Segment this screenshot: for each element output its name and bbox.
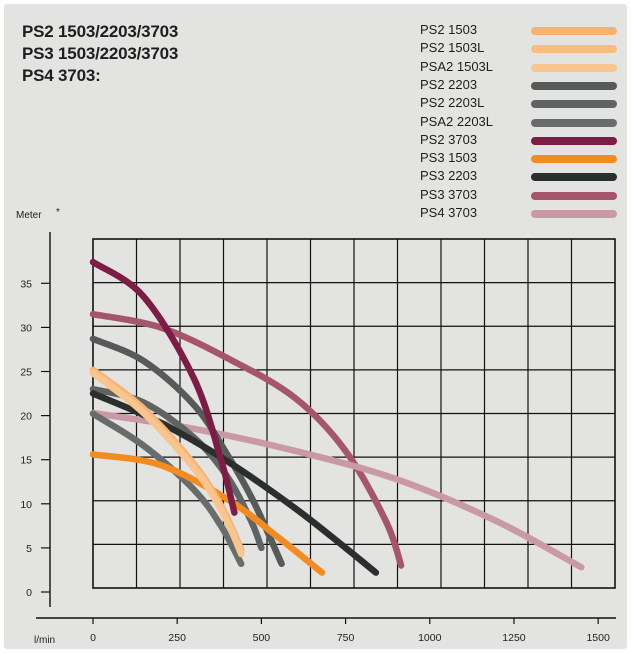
- x-tick-label: 1500: [586, 632, 610, 644]
- series-curve-ps3-3703: [89, 310, 405, 569]
- series-curve-psa2-1503l: [89, 370, 245, 558]
- chart-grid: [92, 238, 616, 589]
- legend-label: PS2 1503L: [420, 40, 485, 56]
- legend-label: PS2 3703: [420, 131, 478, 147]
- x-tick-label: 0: [90, 632, 96, 644]
- chart-ticks: 0 5 10 15 20 25 30 35 0 250 500 750 1000 1250 1500: [20, 278, 610, 644]
- chart-curves: [89, 258, 585, 576]
- legend-label: PS2 1503: [420, 22, 478, 37]
- y-tick-label: 25: [20, 367, 32, 379]
- legend-swatch: [531, 27, 617, 35]
- y-axis-label-mark: *: [56, 207, 60, 218]
- x-tick-label: 750: [337, 632, 355, 644]
- y-axis-label: Meter: [16, 210, 42, 221]
- legend-swatch: [531, 191, 617, 200]
- y-tick-label: 20: [20, 411, 32, 423]
- legend-label: PSA2 1503L: [420, 58, 494, 74]
- legend-swatch: [531, 81, 617, 90]
- y-tick-label: 35: [20, 278, 32, 290]
- y-tick-label: 30: [20, 322, 32, 334]
- legend-swatch: [531, 100, 617, 109]
- y-tick-label: 5: [26, 543, 32, 555]
- legend-label: PS3 3703: [420, 186, 478, 202]
- x-tick-label: 250: [168, 632, 186, 644]
- legend-label: PS3 1503: [420, 150, 478, 166]
- chart-svg: 0 5 10 15 20 25 30 35 0 250 500 750 1000 1250 1500 Met…: [16, 207, 616, 646]
- legend-swatch: [531, 136, 617, 145]
- y-tick-label: 10: [20, 499, 32, 511]
- legend-label: PS2 2203L: [420, 95, 485, 111]
- y-tick-label: 15: [20, 455, 32, 467]
- x-tick-label: 1000: [418, 632, 442, 644]
- legend-swatch: [531, 118, 617, 127]
- chart-title-line-1: PS2 1503/2203/3703: [22, 22, 179, 41]
- legend-label: PS2 2203: [420, 76, 478, 92]
- series-curve-ps2-3703: [89, 258, 238, 516]
- x-tick-label: 500: [253, 632, 271, 644]
- chart-panel: PS2 1503/2203/3703 PS3 1503/2203/3703 PS…: [4, 4, 627, 649]
- x-axis-label: l/min: [34, 635, 55, 646]
- x-tick-label: 1250: [502, 632, 526, 644]
- legend-label: PSA2 2203L: [420, 113, 494, 129]
- y-tick-label: 0: [26, 587, 32, 599]
- series-curve-ps3-1503: [89, 451, 326, 576]
- legend-swatch: [531, 210, 617, 218]
- chart-title-line-2: PS3 1503/2203/3703: [22, 44, 179, 63]
- chart-axes: [36, 232, 616, 619]
- legend-swatch: [531, 63, 617, 72]
- legend-label: PS3 2203: [420, 168, 478, 184]
- chart-title-line-3: PS4 3703:: [22, 66, 101, 85]
- legend-swatch: [531, 173, 617, 182]
- series-curve-psa2-2203l: [89, 410, 245, 568]
- legend-swatch: [531, 155, 617, 164]
- legend-swatch: [531, 45, 617, 54]
- legend-label: PS4 3703: [420, 205, 478, 220]
